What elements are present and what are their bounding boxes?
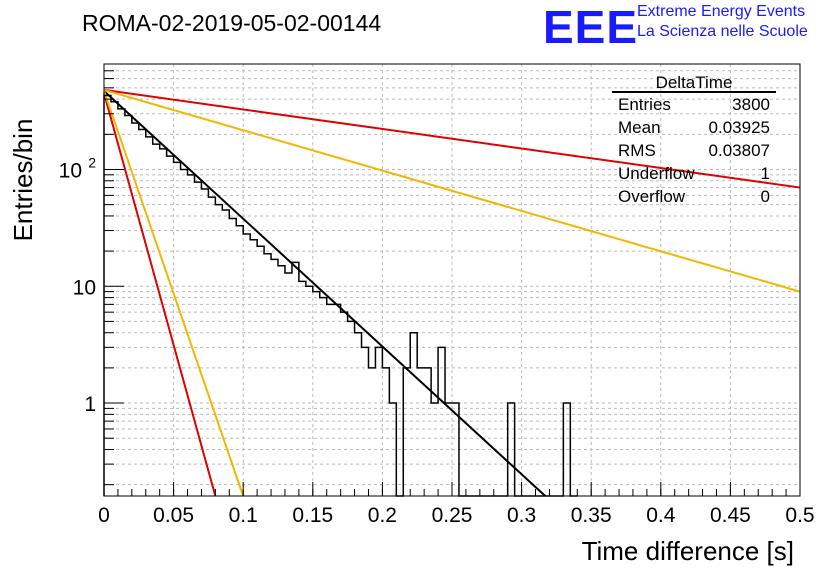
fit-line [103,90,546,497]
x-tick-label: 0.15 [292,504,333,527]
stats-row-value: 1 [761,164,770,183]
y-tick-label: 10 [59,159,82,182]
stats-row-label: Entries [618,95,671,114]
x-tick-label: 0.05 [153,504,194,527]
stats-row-value: 0 [761,187,770,206]
x-tick-label: 0.35 [571,504,612,527]
x-axis-label: Time difference [s] [582,536,794,566]
x-tick-label: 0.3 [507,504,536,527]
fit-line [103,88,801,189]
fit-line [103,88,801,293]
y-axis: 1 10 10 2 [59,63,124,486]
stats-box: DeltaTime Entries 3800 Mean 0.03925 RMS 0.038… [612,73,776,206]
x-tick-label: 0.2 [368,504,397,527]
stats-row-value: 3800 [732,95,770,114]
x-tick-label: 0.45 [710,504,751,527]
stats-row-label: RMS [618,141,656,160]
logo-subtitle-line1: Extreme Energy Events [637,3,806,20]
x-tick-label: 0 [98,504,110,527]
eee-logo: EEE [543,1,639,53]
x-tick-label: 0.5 [785,504,814,527]
fit-line [103,90,245,497]
y-tick-label: 10 [73,276,96,299]
stats-box-title: DeltaTime [656,73,733,92]
x-tick-label: 0.1 [229,504,258,527]
stats-row-label: Overflow [618,187,686,206]
y-tick-label: 1 [84,393,96,416]
x-tick-label: 0.25 [432,504,473,527]
logo-subtitle-line2: La Scienza nelle Scuole [637,23,808,40]
y-tick-exponent: 2 [88,154,96,170]
run-title: ROMA-02-2019-05-02-00144 [82,10,382,36]
fit-line [103,92,217,497]
y-axis-label: Entries/bin [8,119,38,242]
stats-row-value: 0.03807 [709,141,770,160]
x-axis: 0 0.05 0.1 0.15 0.2 0.25 0.3 0.35 0.4 0.45 0.5 [98,482,815,527]
grid-lines [103,63,801,496]
x-tick-label: 0.4 [646,504,676,527]
stats-row-label: Underflow [618,164,695,183]
stats-row-value: 0.03925 [709,118,770,137]
stats-row-label: Mean [618,118,661,137]
